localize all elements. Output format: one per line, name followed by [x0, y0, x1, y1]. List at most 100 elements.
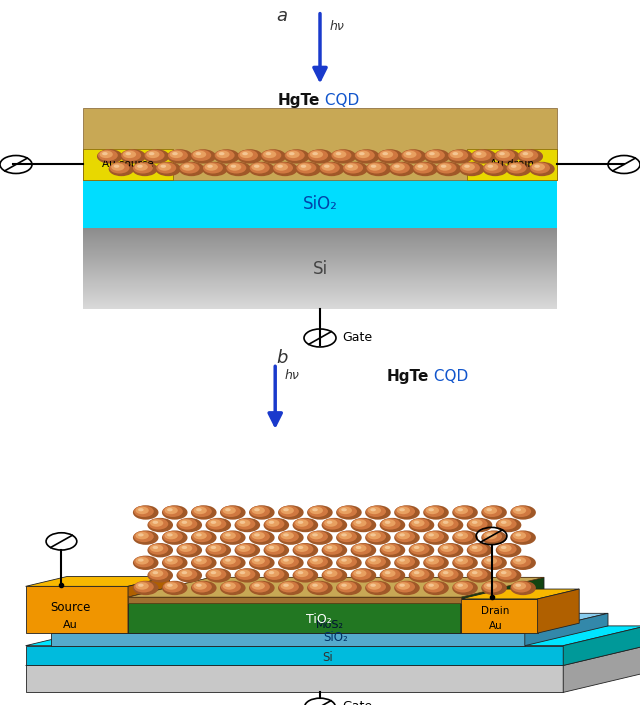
Circle shape	[266, 520, 280, 527]
Circle shape	[395, 531, 415, 542]
Circle shape	[109, 162, 129, 173]
Circle shape	[237, 149, 262, 164]
Circle shape	[136, 507, 148, 514]
Circle shape	[483, 161, 508, 176]
Circle shape	[301, 165, 307, 168]
Circle shape	[345, 164, 358, 171]
Circle shape	[294, 518, 314, 529]
Circle shape	[239, 151, 253, 158]
FancyBboxPatch shape	[83, 307, 557, 309]
Circle shape	[283, 508, 289, 511]
Circle shape	[341, 508, 347, 511]
Circle shape	[423, 581, 449, 595]
FancyBboxPatch shape	[83, 233, 557, 235]
Circle shape	[368, 507, 381, 514]
Circle shape	[342, 161, 368, 176]
Circle shape	[378, 149, 398, 161]
FancyBboxPatch shape	[83, 287, 557, 289]
Circle shape	[529, 161, 555, 176]
Circle shape	[517, 149, 543, 164]
FancyBboxPatch shape	[83, 253, 557, 255]
Circle shape	[515, 508, 521, 511]
FancyBboxPatch shape	[83, 243, 557, 245]
Circle shape	[225, 558, 231, 562]
FancyBboxPatch shape	[83, 284, 557, 286]
Circle shape	[133, 530, 159, 545]
Circle shape	[424, 556, 444, 568]
Circle shape	[447, 149, 473, 164]
Circle shape	[254, 165, 260, 168]
Circle shape	[401, 149, 426, 164]
Circle shape	[382, 570, 396, 577]
FancyBboxPatch shape	[83, 231, 557, 233]
Polygon shape	[128, 597, 461, 633]
Circle shape	[191, 505, 216, 520]
Circle shape	[134, 531, 154, 542]
Polygon shape	[128, 577, 170, 633]
FancyBboxPatch shape	[83, 262, 557, 264]
Circle shape	[496, 568, 522, 582]
Circle shape	[162, 530, 188, 545]
Circle shape	[511, 582, 531, 592]
Circle shape	[403, 151, 417, 158]
Circle shape	[426, 557, 439, 565]
Circle shape	[355, 149, 375, 161]
Circle shape	[365, 581, 391, 595]
FancyBboxPatch shape	[83, 282, 557, 284]
Polygon shape	[26, 577, 170, 587]
Circle shape	[269, 571, 275, 575]
FancyBboxPatch shape	[83, 228, 557, 231]
Circle shape	[163, 582, 183, 592]
Circle shape	[438, 518, 463, 532]
Circle shape	[298, 546, 303, 549]
Circle shape	[220, 505, 246, 520]
Circle shape	[147, 518, 173, 532]
Circle shape	[336, 556, 362, 570]
Circle shape	[205, 518, 231, 532]
Circle shape	[513, 532, 526, 539]
Circle shape	[312, 152, 318, 155]
Circle shape	[467, 518, 492, 532]
Circle shape	[239, 521, 245, 524]
Circle shape	[294, 569, 314, 580]
Circle shape	[177, 543, 202, 558]
Circle shape	[472, 521, 477, 524]
FancyBboxPatch shape	[83, 238, 557, 240]
Circle shape	[438, 164, 452, 171]
Circle shape	[254, 584, 260, 587]
Text: Si: Si	[323, 651, 333, 664]
Circle shape	[307, 581, 333, 595]
Circle shape	[292, 568, 318, 582]
Circle shape	[324, 570, 337, 577]
Circle shape	[321, 164, 335, 171]
Circle shape	[412, 544, 424, 552]
Circle shape	[182, 546, 188, 549]
Circle shape	[484, 507, 497, 514]
Circle shape	[415, 164, 428, 171]
Text: hν: hν	[285, 369, 300, 382]
Circle shape	[211, 571, 216, 575]
Circle shape	[264, 518, 284, 529]
Circle shape	[277, 165, 283, 168]
Circle shape	[366, 582, 386, 592]
Circle shape	[472, 571, 477, 575]
Polygon shape	[26, 666, 563, 692]
Circle shape	[397, 582, 410, 589]
FancyBboxPatch shape	[83, 250, 557, 252]
Circle shape	[395, 505, 415, 517]
Circle shape	[296, 161, 321, 176]
Circle shape	[206, 544, 227, 555]
Circle shape	[482, 556, 502, 568]
Circle shape	[250, 531, 270, 542]
Polygon shape	[26, 646, 563, 666]
Circle shape	[394, 505, 420, 520]
Circle shape	[308, 531, 328, 542]
Circle shape	[133, 162, 153, 173]
Circle shape	[134, 505, 154, 517]
Text: Gate: Gate	[342, 331, 372, 345]
FancyBboxPatch shape	[83, 273, 557, 275]
Circle shape	[147, 151, 159, 158]
Circle shape	[392, 164, 405, 171]
Circle shape	[312, 558, 318, 562]
Circle shape	[368, 557, 381, 565]
